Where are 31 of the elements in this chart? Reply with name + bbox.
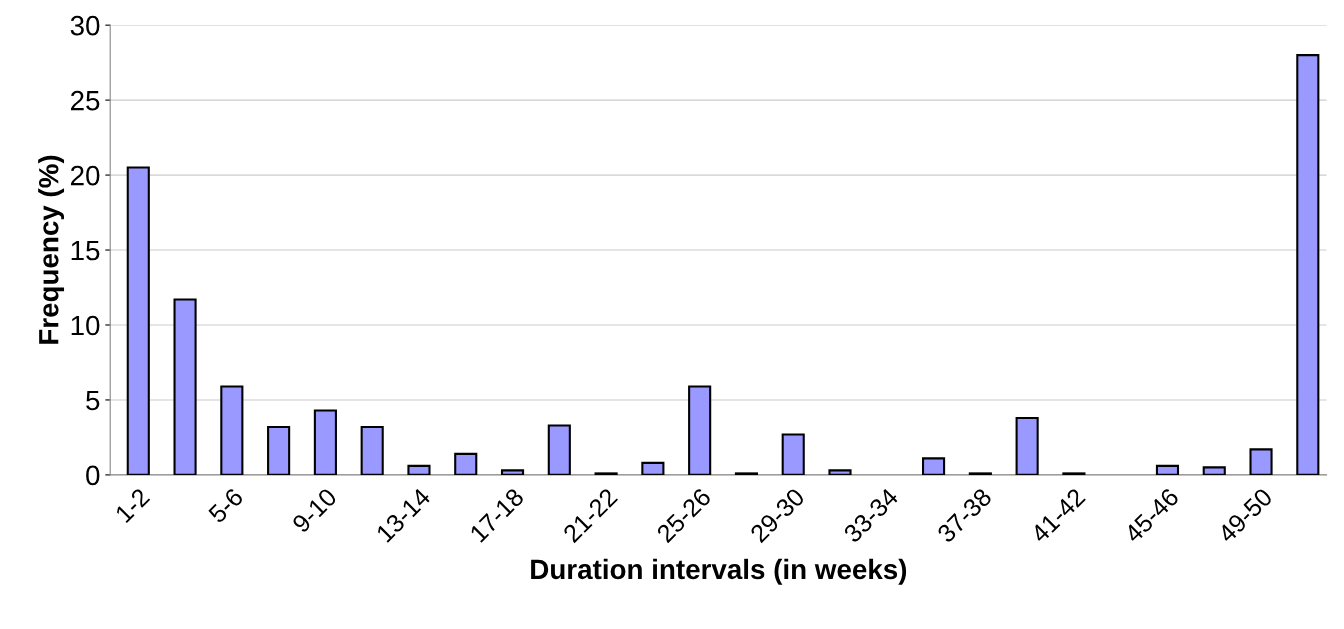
bar xyxy=(1155,464,1180,475)
bar xyxy=(220,385,244,475)
bar xyxy=(1296,54,1320,475)
bar xyxy=(922,457,946,475)
bar xyxy=(547,424,571,475)
bar xyxy=(407,464,431,475)
y-tick-label: 30 xyxy=(70,15,100,36)
bar xyxy=(454,452,478,475)
bar xyxy=(360,425,384,475)
bar xyxy=(641,461,665,475)
bar xyxy=(126,166,150,475)
y-tick-label: 5 xyxy=(86,390,100,411)
bar xyxy=(173,298,197,475)
y-tick-label: 15 xyxy=(71,240,100,261)
bar xyxy=(828,469,852,475)
x-tick-label: 5-6 xyxy=(207,487,245,524)
x-tick-label: 1-2 xyxy=(114,487,151,524)
y-tick-label: 20 xyxy=(70,165,100,186)
bar xyxy=(1202,466,1226,475)
y-tick-label: 0 xyxy=(86,465,100,486)
bar xyxy=(267,425,291,475)
y-tick-label: 10 xyxy=(71,315,100,336)
y-axis-title: Frequency (%) xyxy=(38,155,65,344)
bar xyxy=(1015,416,1039,475)
bar xyxy=(1249,448,1273,475)
x-axis-title: Duration intervals (in weeks) xyxy=(531,558,907,585)
bar xyxy=(313,409,337,475)
bar xyxy=(781,433,805,475)
bar xyxy=(688,385,712,475)
y-tick-label: 25 xyxy=(70,90,100,111)
bar xyxy=(500,469,525,475)
